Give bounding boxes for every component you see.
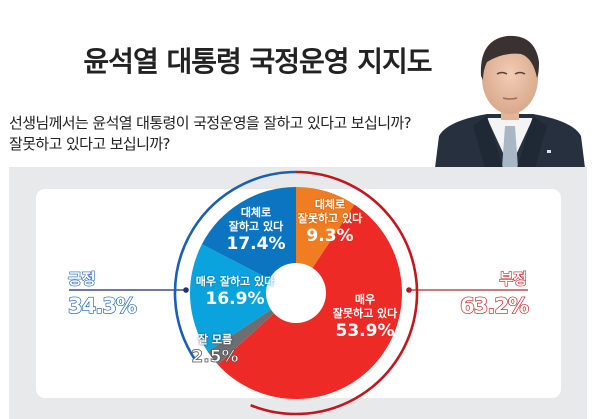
donut-hole: [266, 263, 326, 323]
survey-question: 선생님께서는 윤석열 대통령이 국정운영을 잘하고 있다고 보십니까? 잘못하고…: [9, 113, 412, 155]
segment-label-very-positive: 매우 잘하고 있다 16.9%: [195, 275, 275, 309]
page-title: 윤석열 대통령 국정운영 지지도: [83, 45, 432, 78]
segment-label-somewhat-negative: 대체로 잘못하고 있다 9.3%: [297, 198, 363, 246]
positive-label: 긍정: [67, 269, 96, 288]
question-line-1: 선생님께서는 윤석열 대통령이 국정운영을 잘하고 있다고 보십니까?: [9, 114, 412, 132]
positive-value: 34.3%: [67, 293, 137, 318]
negative-group-arc: [250, 170, 419, 416]
portrait-photo: [435, 35, 585, 168]
donut-slice: [190, 244, 296, 352]
segment-label-somewhat-positive: 대체로 잘하고 있다 17.4%: [226, 206, 286, 254]
negative-connector-dot: [406, 287, 412, 293]
positive-connector-dot: [183, 287, 189, 293]
segment-label-dont-know: 잘 모름 2.5%: [191, 333, 239, 367]
question-line-2: 잘못하고 있다고 보십니까?: [9, 135, 171, 153]
positive-group-arc: [173, 170, 297, 362]
negative-label: 부정: [499, 269, 528, 288]
donut-slice: [296, 187, 355, 293]
negative-value: 63.2%: [459, 293, 529, 318]
segment-label-very-negative: 매우 잘못하고 있다 53.9%: [332, 293, 398, 341]
donut-slice: [201, 187, 296, 293]
